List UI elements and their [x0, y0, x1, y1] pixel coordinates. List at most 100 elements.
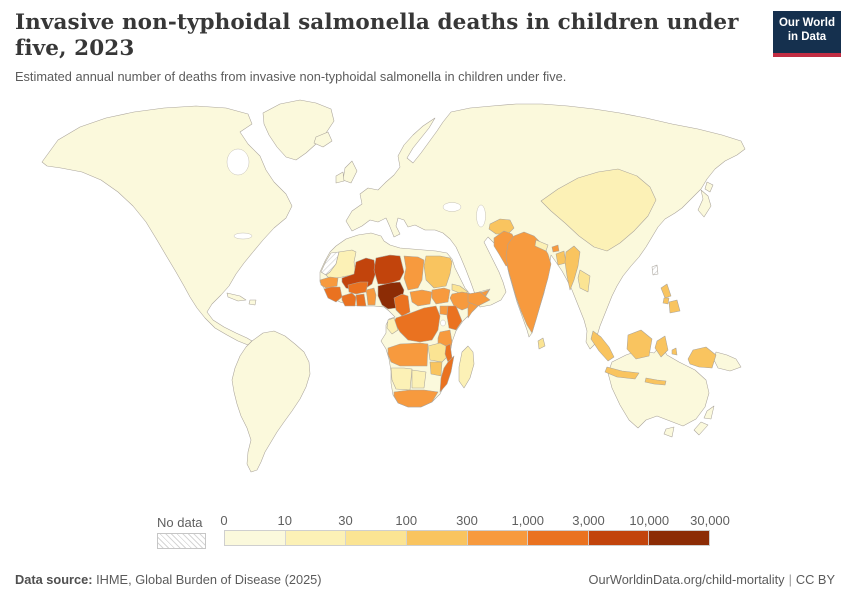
country-dr-congo[interactable]	[393, 305, 441, 343]
legend-tick: 100	[395, 513, 418, 528]
country-nepal[interactable]	[534, 239, 549, 252]
legend-swatch-0-10[interactable]	[225, 531, 286, 545]
country-indonesia-sulawesi[interactable]	[654, 335, 669, 358]
hudson-bay	[226, 148, 250, 176]
country-south-africa[interactable]	[393, 389, 439, 408]
country-united-kingdom[interactable]	[342, 160, 358, 184]
data-source: Data source: IHME, Global Burden of Dise…	[15, 572, 322, 587]
country-angola[interactable]	[387, 342, 429, 367]
country-senegal[interactable]	[319, 276, 339, 289]
black-sea	[442, 202, 462, 212]
page-title: Invasive non-typhoidal salmonella deaths…	[15, 10, 739, 61]
owid-link[interactable]: OurWorldinData.org/child-mortality	[588, 572, 785, 587]
legend-tick: 10,000	[629, 513, 670, 528]
country-indonesia-java[interactable]	[604, 366, 640, 380]
country-zimbabwe[interactable]	[429, 361, 443, 377]
country-yemen[interactable]	[467, 291, 491, 307]
no-data-label: No data	[157, 515, 203, 530]
legend-tick: 1,000	[511, 513, 545, 528]
country-japan[interactable]	[697, 189, 712, 218]
legend-tick: 30	[338, 513, 353, 528]
legend-swatch-300-1,000[interactable]	[467, 531, 529, 545]
legend-swatch-100-300[interactable]	[406, 531, 468, 545]
country-chad[interactable]	[403, 255, 425, 291]
country-mauritania[interactable]	[325, 249, 357, 280]
legend-color-bar[interactable]	[224, 530, 710, 546]
country-ghana[interactable]	[355, 293, 367, 307]
legend-tick: 3,000	[572, 513, 605, 528]
country-south-america[interactable]	[231, 330, 311, 473]
country-new-zealand[interactable]	[703, 405, 715, 420]
country-madagascar[interactable]	[458, 345, 475, 389]
country-niger[interactable]	[373, 254, 405, 285]
owid-logo-line1: Our World	[778, 17, 835, 29]
country-cote-divoire[interactable]	[341, 292, 357, 307]
country-gabon[interactable]	[386, 317, 399, 335]
world-choropleth-map[interactable]	[0, 95, 850, 505]
country-indonesia-borneo[interactable]	[626, 329, 653, 360]
country-sudan[interactable]	[423, 255, 453, 289]
country-indonesia-papua[interactable]	[687, 346, 717, 369]
country-indonesia-sumatra[interactable]	[590, 330, 615, 362]
country-japan-hokkaido[interactable]	[704, 181, 714, 193]
country-mozambique[interactable]	[439, 355, 455, 393]
legend-tick-labels: 0 10 30 100 300 1,000 3,000 10,000 30,000	[220, 512, 730, 530]
footer-separator: |	[788, 572, 792, 587]
footer-right: OurWorldinData.org/child-mortality | CC BY	[589, 572, 835, 587]
country-north-america[interactable]	[41, 105, 293, 346]
country-hispaniola[interactable]	[248, 299, 257, 306]
legend-swatch-10-30[interactable]	[285, 531, 347, 545]
data-source-text: IHME, Global Burden of Disease (2025)	[92, 572, 322, 587]
country-benin[interactable]	[365, 287, 377, 306]
legend-swatch-1,000-3,000[interactable]	[528, 531, 589, 545]
country-iceland[interactable]	[313, 131, 333, 148]
country-new-zealand[interactable]	[693, 421, 709, 436]
legend-tick: 300	[456, 513, 478, 528]
great-lakes	[233, 232, 253, 240]
country-indonesia-lesser-sunda[interactable]	[644, 377, 667, 386]
country-uganda[interactable]	[439, 305, 449, 316]
legend-swatch-30-100[interactable]	[346, 531, 407, 545]
country-kenya[interactable]	[446, 305, 463, 331]
legend-tick: 10	[277, 513, 292, 528]
country-philippines[interactable]	[660, 283, 672, 299]
legend-tick: 30,000	[690, 513, 730, 528]
country-tasmania[interactable]	[663, 426, 675, 438]
data-source-label: Data source:	[15, 572, 93, 587]
country-ireland[interactable]	[335, 171, 345, 184]
country-central-african-republic[interactable]	[409, 289, 433, 307]
footer: Data source: IHME, Global Burden of Dise…	[15, 572, 835, 587]
country-botswana[interactable]	[411, 369, 427, 389]
license-label[interactable]: CC BY	[795, 572, 835, 587]
country-cuba[interactable]	[226, 292, 247, 302]
owid-logo[interactable]: Our World in Data	[773, 11, 841, 57]
chart-subtitle: Estimated annual number of deaths from i…	[15, 68, 567, 84]
country-philippines[interactable]	[662, 297, 670, 305]
map-legend: No data 0 10 30 100 300 1,000 3,000 10,000 30,00…	[0, 512, 850, 552]
country-india[interactable]	[505, 231, 552, 334]
owid-logo-line2: in Data	[787, 31, 827, 43]
lake-victoria	[440, 319, 446, 327]
header: Invasive non-typhoidal salmonella deaths…	[15, 10, 755, 85]
legend-swatch-3,000-10,000[interactable]	[588, 531, 650, 545]
country-greenland[interactable]	[262, 99, 335, 161]
country-afghanistan[interactable]	[488, 218, 515, 235]
country-china[interactable]	[540, 168, 657, 252]
country-burkina-faso[interactable]	[347, 281, 369, 295]
country-indonesia-moluccas[interactable]	[671, 347, 678, 356]
country-bhutan[interactable]	[551, 244, 560, 253]
country-taiwan[interactable]	[651, 264, 659, 276]
legend-color-scale: 0 10 30 100 300 1,000 3,000 10,000 30,000	[220, 512, 730, 546]
caspian-sea	[476, 204, 486, 228]
country-laos-cambodia[interactable]	[577, 269, 591, 293]
country-papua-new-guinea[interactable]	[713, 351, 742, 372]
country-philippines[interactable]	[668, 299, 681, 314]
country-sri-lanka[interactable]	[537, 337, 546, 350]
country-myanmar[interactable]	[564, 245, 581, 291]
legend-tick: 0	[220, 513, 228, 528]
country-cameroon[interactable]	[393, 293, 411, 317]
legend-swatch-10,000-30,000[interactable]	[649, 531, 709, 545]
country-south-sudan[interactable]	[431, 287, 451, 305]
country-eurasia[interactable]	[345, 103, 746, 350]
no-data-swatch[interactable]	[157, 533, 206, 549]
